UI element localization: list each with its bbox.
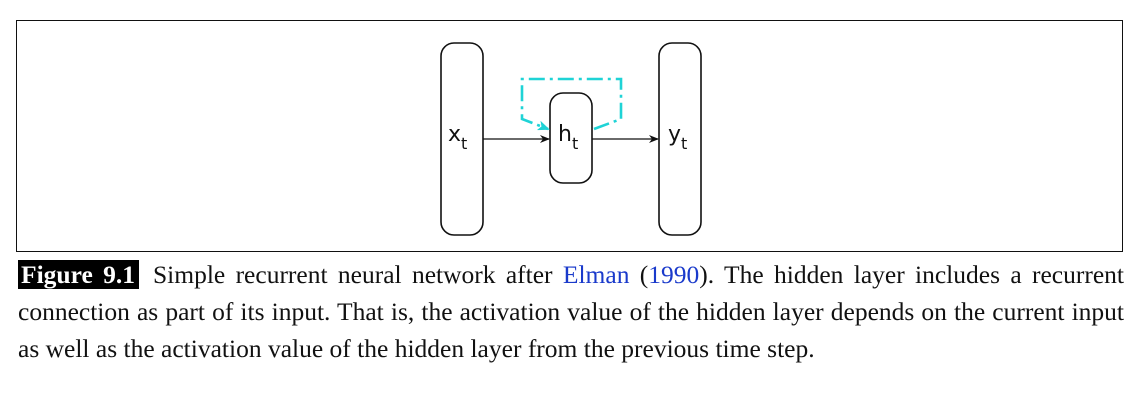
figure-frame: xt ht yt bbox=[16, 20, 1123, 252]
figure-label: Figure 9.1 bbox=[18, 260, 139, 289]
rnn-diagram: xt ht yt bbox=[440, 42, 702, 236]
caption-text-start: Simple recurrent neural network after bbox=[152, 260, 563, 289]
caption-text-end: ). The hidden layer includes a recurrent… bbox=[18, 260, 1125, 363]
hidden-node bbox=[549, 92, 593, 184]
output-node-label: yt bbox=[668, 122, 687, 153]
hidden-node-label: ht bbox=[558, 122, 578, 153]
citation-author-link[interactable]: Elman bbox=[562, 260, 630, 289]
output-node bbox=[658, 42, 702, 236]
input-node-label: xt bbox=[448, 122, 467, 153]
recurrent-connection-arrow bbox=[520, 77, 623, 131]
figure-caption: Figure 9.1 Simple recurrent neural networ… bbox=[18, 256, 1124, 367]
citation-year-link[interactable]: 1990 bbox=[648, 260, 700, 289]
caption-open-paren: ( bbox=[629, 260, 649, 289]
